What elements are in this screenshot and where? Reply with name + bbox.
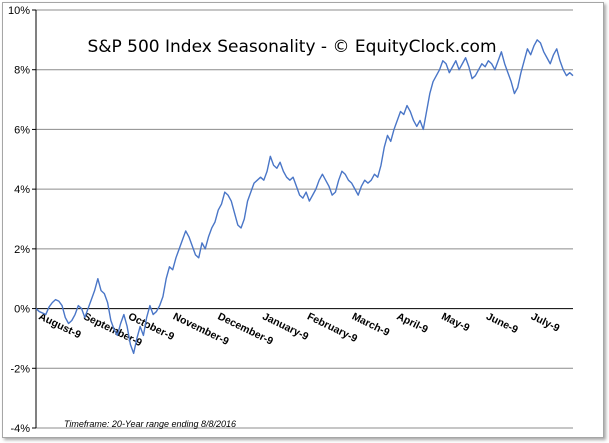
y-tick-label: 10% [8,5,30,17]
x-tick-label: February-9 [305,310,359,345]
x-tick-label: April-9 [395,310,430,335]
chart-frame [2,2,604,438]
x-tick-label: May-9 [439,310,471,334]
x-tick-labels: August-9September-9October-9November-9De… [37,310,562,349]
y-tick-label: -4% [10,423,30,435]
chart-title: S&P 500 Index Seasonality - © EquityCloc… [87,37,496,57]
y-tick-label: 0% [14,304,30,316]
grid-lines [32,9,573,429]
y-tick-label: 6% [14,124,30,136]
y-tick-label: -2% [10,363,30,375]
chart-footnote: Timeframe: 20-Year range ending 8/8/2016 [64,419,236,429]
y-tick-label: 8% [14,65,30,77]
y-tick-labels: -4% -2% 0% 2% 4% 6% 8% 10% [8,5,30,435]
x-tick-label: August-9 [37,310,83,341]
y-tick-label: 2% [14,244,30,256]
x-tick-label: June-9 [484,310,520,336]
series-line [35,39,574,355]
y-tick-label: 4% [14,184,30,196]
x-tick-label: July-9 [529,310,562,334]
